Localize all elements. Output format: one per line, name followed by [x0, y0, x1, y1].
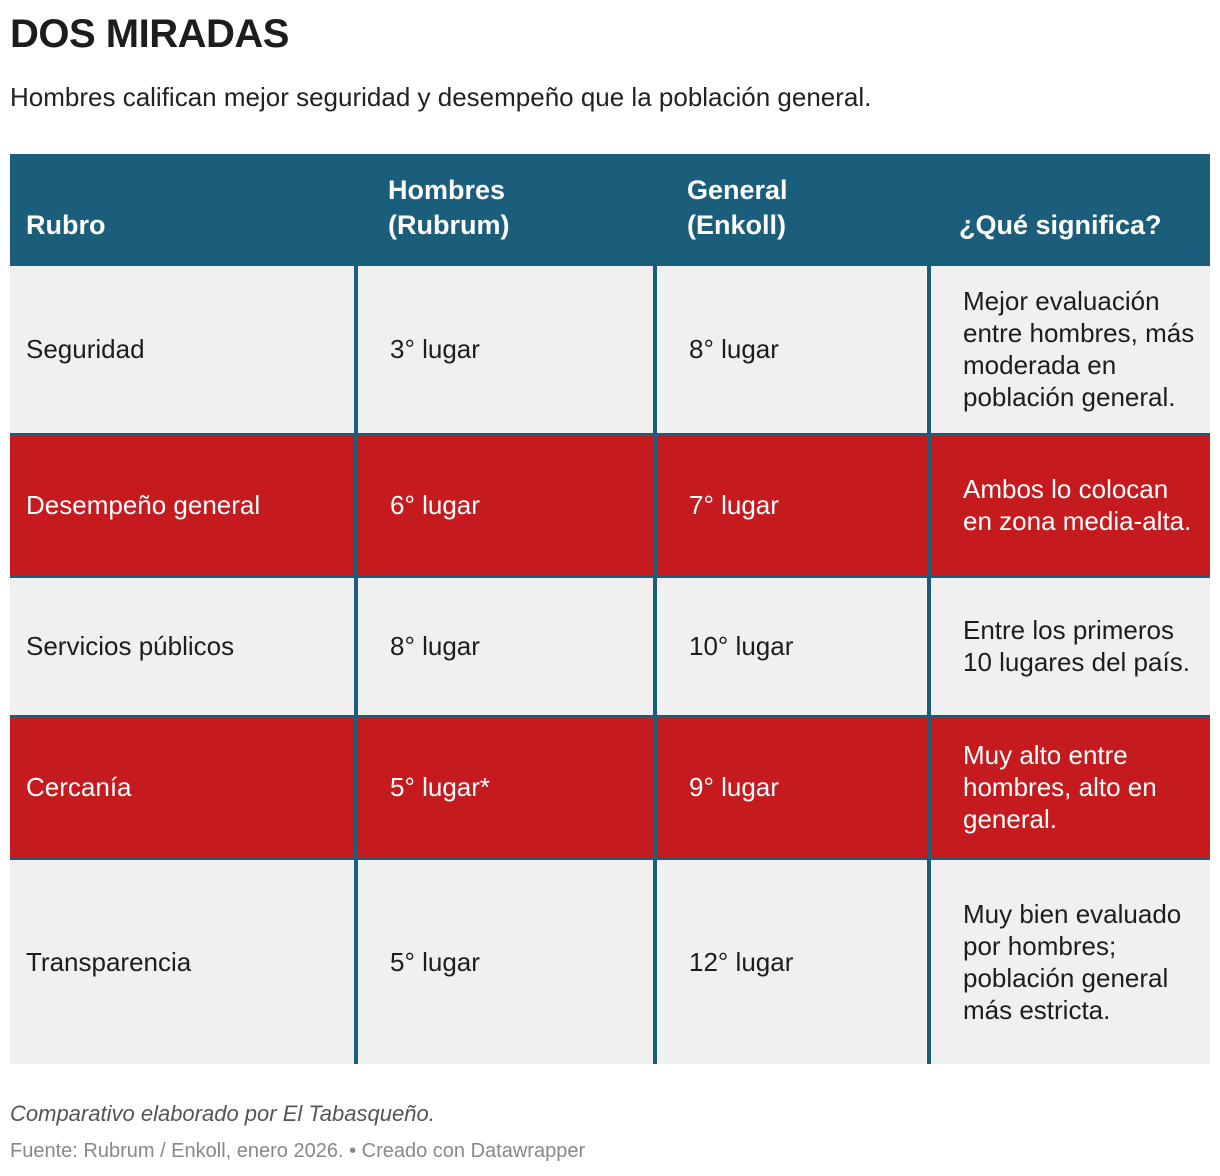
title: DOS MIRADAS: [10, 12, 289, 56]
table-cell: Desempeño general: [10, 434, 356, 578]
table-body: Seguridad 3° lugar 8° lugar Mejor evaluació…: [10, 264, 1210, 1064]
column-header-text: Rubro: [26, 209, 106, 240]
table-cell: Seguridad: [10, 264, 356, 436]
table-cell: 5° lugar*: [354, 716, 655, 860]
table-cell: 10° lugar: [653, 576, 929, 718]
source: Fuente: Rubrum / Enkoll, enero 2026. • C…: [10, 1140, 586, 1162]
table-row: Servicios públicos 8° lugar 10° lugar Entre…: [10, 576, 1210, 718]
column-header: Rubro: [10, 154, 356, 266]
header-row: Rubro Hombres (Rubrum) General (Enkoll) ¿Qu…: [10, 154, 1210, 266]
subtitle: Hombres califican mejor seguridad y dese…: [10, 82, 872, 112]
table-row: Seguridad 3° lugar 8° lugar Mejor evaluació…: [10, 264, 1210, 436]
table-row: Cercanía 5° lugar* 9° lugar Muy alto entre …: [10, 716, 1210, 860]
table-cell: Muy alto entre hombres, alto en general.: [927, 716, 1210, 860]
table-cell: 9° lugar: [653, 716, 929, 860]
table: Rubro Hombres (Rubrum) General (Enkoll) ¿Qu…: [10, 154, 1210, 1064]
table-cell: 6° lugar: [354, 434, 655, 578]
column-header: Hombres (Rubrum): [356, 154, 655, 266]
table-cell: Servicios públicos: [10, 576, 356, 718]
table-header: Rubro Hombres (Rubrum) General (Enkoll) ¿Qu…: [10, 154, 1210, 266]
column-header-text: Hombres (Rubrum): [388, 174, 510, 240]
column-header-text: ¿Qué significa?: [959, 209, 1162, 240]
column-header-text: General (Enkoll): [687, 174, 788, 240]
table-cell: 8° lugar: [354, 576, 655, 718]
note: Comparativo elaborado por El Tabasqueño.: [10, 1101, 435, 1126]
table-row: Transparencia 5° lugar 12° lugar Muy bien e…: [10, 858, 1210, 1064]
table-cell: Cercanía: [10, 716, 356, 860]
table-cell: 5° lugar: [354, 858, 655, 1064]
table-cell: Transparencia: [10, 858, 356, 1064]
table-cell: 3° lugar: [354, 264, 655, 436]
table-cell: 8° lugar: [653, 264, 929, 436]
table-cell: Muy bien evaluado por hombres; población…: [927, 858, 1210, 1064]
table-row: Desempeño general 6° lugar 7° lugar Ambos l…: [10, 434, 1210, 578]
table-cell: 12° lugar: [653, 858, 929, 1064]
table-cell: Mejor evaluación entre hombres, más mode…: [927, 264, 1210, 436]
table-cell: 7° lugar: [653, 434, 929, 578]
table-cell: Ambos lo colocan en zona media-alta.: [927, 434, 1210, 578]
table-cell: Entre los primeros 10 lugares del país.: [927, 576, 1210, 718]
column-header: General (Enkoll): [655, 154, 929, 266]
column-header: ¿Qué significa?: [929, 154, 1210, 266]
